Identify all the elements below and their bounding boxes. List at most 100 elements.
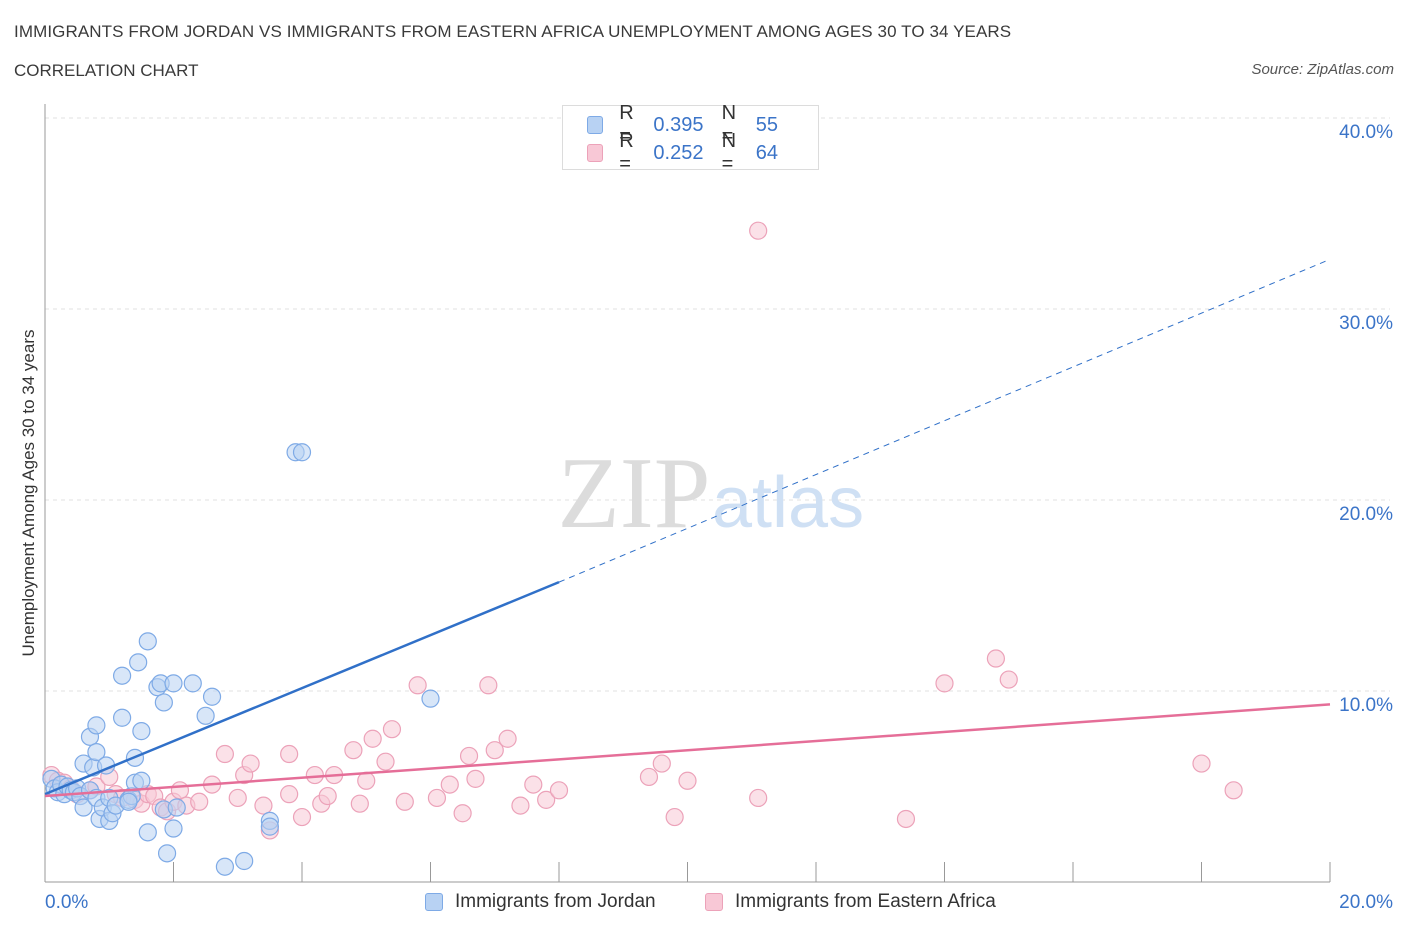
jordan-point bbox=[138, 823, 157, 842]
eafrica-point bbox=[357, 771, 376, 790]
jordan-point bbox=[164, 674, 183, 693]
bottom-eafrica-swatch bbox=[705, 893, 723, 911]
eafrica-point bbox=[999, 670, 1018, 689]
eafrica-point bbox=[228, 788, 247, 808]
eafrica-point bbox=[498, 729, 517, 748]
legend-row-eafrica: R = 0.252 N = 64 bbox=[587, 130, 818, 175]
eafrica-r-value: 0.252 bbox=[653, 141, 704, 164]
x-tick-label-max: 20.0% bbox=[1339, 892, 1393, 913]
eafrica-point bbox=[639, 767, 659, 787]
eafrica-point bbox=[408, 676, 427, 695]
correlation-legend: R = 0.395 N = 55 R = 0.252 N = 64 bbox=[562, 102, 819, 175]
watermark-atlas: atlas bbox=[712, 463, 864, 543]
eafrica-point bbox=[376, 752, 395, 771]
eafrica-point bbox=[986, 649, 1006, 668]
eafrica-point bbox=[440, 775, 459, 794]
watermark-zip: ZIP bbox=[558, 437, 711, 550]
eafrica-point bbox=[292, 807, 312, 827]
bottom-legend-eafrica: Immigrants from Eastern Africa bbox=[705, 890, 996, 914]
jordan-point bbox=[157, 844, 177, 863]
eafrica-point bbox=[485, 741, 504, 760]
eafrica-point bbox=[453, 804, 472, 823]
eafrica-point bbox=[1224, 781, 1243, 800]
eafrica-point bbox=[749, 221, 768, 240]
eafrica-point bbox=[382, 720, 402, 739]
y-tick-label: 10.0% bbox=[1339, 695, 1393, 716]
bottom-eafrica-label: Immigrants from Eastern Africa bbox=[735, 891, 996, 912]
eafrica-point bbox=[1192, 754, 1211, 773]
eafrica-point bbox=[665, 807, 684, 827]
jordan-point bbox=[132, 722, 151, 741]
jordan-point bbox=[215, 857, 234, 876]
chart-subtitle: CORRELATION CHART bbox=[14, 61, 199, 80]
jordan-n-value: 55 bbox=[755, 113, 779, 136]
eafrica-point bbox=[305, 765, 324, 785]
jordan-swatch bbox=[587, 116, 604, 134]
eafrica-point bbox=[344, 741, 363, 760]
jordan-trendline-extension bbox=[558, 258, 1331, 583]
eafrica-point bbox=[363, 729, 382, 748]
y-tick-label: 20.0% bbox=[1339, 504, 1393, 525]
jordan-point bbox=[260, 817, 279, 836]
source-label: Source: ZipAtlas.com bbox=[1251, 61, 1394, 78]
tick-labels: 10.0% 20.0% 30.0% 40.0% 0.0% 20.0% bbox=[45, 122, 1393, 913]
eafrica-point bbox=[254, 796, 273, 815]
jordan-r-label: R = bbox=[619, 102, 634, 147]
trendlines bbox=[44, 258, 1331, 798]
jordan-point bbox=[119, 792, 138, 811]
eafrica-point bbox=[935, 674, 954, 693]
y-tick-label: 40.0% bbox=[1339, 122, 1393, 143]
y-axis-label: Unemployment Among Ages 30 to 34 years bbox=[19, 330, 38, 657]
watermark: ZIP atlas bbox=[558, 437, 865, 550]
eafrica-point bbox=[395, 792, 414, 811]
jordan-point bbox=[183, 674, 202, 693]
jordan-trendline bbox=[44, 580, 560, 796]
eafrica-point bbox=[549, 781, 569, 800]
eafrica-point bbox=[652, 754, 671, 773]
series-jordan-points bbox=[42, 443, 440, 876]
eafrica-point bbox=[280, 785, 299, 804]
eafrica-point bbox=[215, 744, 234, 764]
legend-row-jordan: R = 0.395 N = 55 bbox=[587, 102, 818, 147]
jordan-point bbox=[112, 708, 132, 727]
jordan-point bbox=[129, 653, 148, 672]
eafrica-point bbox=[427, 788, 447, 808]
jordan-n-label: N = bbox=[721, 102, 737, 147]
eafrica-point bbox=[280, 744, 299, 764]
eafrica-point bbox=[678, 771, 697, 790]
eafrica-point bbox=[749, 788, 768, 808]
jordan-point bbox=[202, 687, 222, 706]
eafrica-n-label: N = bbox=[721, 130, 737, 175]
eafrica-r-label: R = bbox=[619, 130, 634, 175]
chart-title: IMMIGRANTS FROM JORDAN VS IMMIGRANTS FRO… bbox=[14, 22, 1012, 41]
jordan-r-value: 0.395 bbox=[653, 113, 704, 136]
eafrica-point bbox=[511, 796, 530, 815]
eafrica-point bbox=[896, 809, 916, 829]
eafrica-point bbox=[479, 676, 498, 695]
jordan-point bbox=[292, 443, 312, 462]
x-tick-label-min: 0.0% bbox=[45, 892, 88, 913]
jordan-point bbox=[196, 706, 215, 725]
jordan-point bbox=[87, 743, 106, 762]
jordan-point bbox=[138, 632, 157, 651]
eafrica-n-value: 64 bbox=[755, 141, 779, 164]
eafrica-point bbox=[537, 790, 556, 809]
jordan-point bbox=[87, 716, 106, 735]
bottom-jordan-label: Immigrants from Jordan bbox=[455, 891, 656, 912]
eafrica-point bbox=[466, 769, 485, 788]
jordan-point bbox=[164, 819, 183, 838]
jordan-point bbox=[167, 798, 186, 817]
jordan-point bbox=[421, 689, 440, 708]
jordan-point bbox=[154, 693, 173, 712]
eafrica-point bbox=[241, 754, 260, 773]
jordan-point bbox=[235, 851, 254, 871]
y-tick-label: 30.0% bbox=[1339, 313, 1393, 334]
grid-lines bbox=[45, 117, 1390, 692]
eafrica-point bbox=[459, 746, 479, 766]
axes bbox=[44, 104, 1331, 883]
jordan-point bbox=[112, 666, 132, 685]
eafrica-trendline bbox=[44, 703, 1331, 798]
eafrica-point bbox=[170, 781, 190, 800]
jordan-point bbox=[132, 771, 151, 790]
